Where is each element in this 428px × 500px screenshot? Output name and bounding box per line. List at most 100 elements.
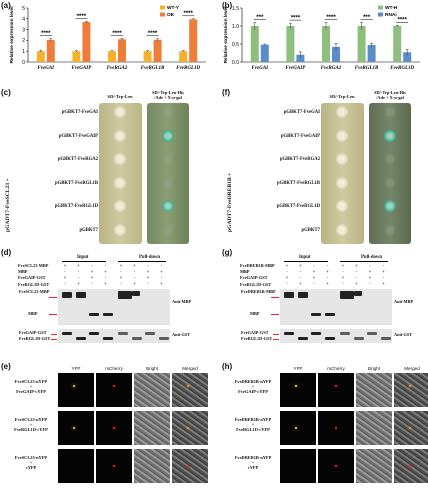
sign-mark: - bbox=[369, 281, 371, 287]
yfp-channel-image bbox=[280, 449, 316, 483]
yeast-colony bbox=[336, 153, 348, 165]
y2h-side-label-right: pGADT7-FveDREB1B + bbox=[227, 172, 233, 232]
bar bbox=[322, 26, 330, 62]
mcherry-signal bbox=[335, 427, 337, 429]
yfp-signal bbox=[295, 385, 297, 387]
bar bbox=[82, 22, 91, 62]
bifc-col-header: mCherry bbox=[327, 366, 345, 371]
bar bbox=[250, 26, 259, 62]
y2h-plate-sd4-f bbox=[369, 103, 411, 244]
yfp-signal bbox=[73, 427, 75, 429]
blot-band bbox=[131, 337, 142, 340]
mcherry-channel-image bbox=[318, 449, 354, 483]
sign-mark: + bbox=[285, 262, 289, 268]
panel-label-f: (f) bbox=[222, 88, 230, 97]
sign-mark: - bbox=[160, 274, 163, 280]
y-tick-label: 0.0 bbox=[232, 60, 239, 66]
mcherry-channel-image bbox=[318, 411, 354, 445]
x-tick-label: FveRGL1B bbox=[355, 66, 379, 71]
blot-band bbox=[297, 292, 308, 298]
merged-signal bbox=[409, 427, 411, 429]
western-blot-gst bbox=[58, 329, 170, 343]
legend-label: OE bbox=[167, 12, 175, 18]
yeast-colony-negative bbox=[162, 153, 174, 165]
mcherry-channel-image bbox=[318, 373, 354, 407]
sign-mark: - bbox=[286, 268, 288, 274]
yeast-colony bbox=[114, 106, 126, 118]
pulldown-row-label: FveDREB1B-MBP bbox=[240, 263, 275, 268]
pulldown-underline bbox=[118, 261, 166, 262]
y-axis-label: Relative expression level bbox=[223, 6, 229, 63]
sign-mark: + bbox=[77, 281, 80, 287]
sign-mark: - bbox=[147, 262, 149, 268]
bifc-col-header: Merged bbox=[182, 366, 198, 371]
sign-mark: - bbox=[382, 262, 385, 268]
y2h-col2-header-f: SD/-Trp-Leu-His /Ade + X-α-gal bbox=[374, 90, 406, 100]
y2h-plate-sd2-f bbox=[321, 103, 364, 244]
bar bbox=[367, 45, 376, 62]
band-label-mbp: MBP bbox=[250, 311, 260, 316]
blot-band bbox=[131, 291, 140, 296]
y2h-col2-header: SD/-Trp-Leu-His /Ade + X-α-gal bbox=[152, 90, 184, 100]
y-axis-label: Relative expression level bbox=[9, 6, 15, 63]
pulldown-underline bbox=[340, 261, 388, 262]
yeast-colony-negative bbox=[162, 223, 174, 236]
y2h-col1-header: SD/-Trp-Leu bbox=[107, 94, 133, 99]
bifc-row-label: FveDREB1B-nYFP + FveRGL1D-cYFP bbox=[234, 417, 272, 432]
pulldown-row-label: FveGAIP-GST bbox=[240, 275, 268, 281]
bifc-row-label: FveDREB1B-nYFP + cYFP bbox=[234, 455, 272, 470]
sign-mark: + bbox=[299, 262, 302, 268]
blot-band bbox=[353, 291, 362, 296]
mcherry-signal bbox=[113, 427, 115, 429]
yeast-colony-negative bbox=[384, 223, 396, 236]
blot-band bbox=[89, 332, 99, 335]
panel-label-c: (c) bbox=[1, 88, 11, 97]
x-tick-label: FveRGL1D bbox=[390, 66, 414, 71]
band-label-gst1: FveGAIP-GST bbox=[241, 330, 269, 335]
x-tick-label: FveGAIP bbox=[286, 66, 307, 71]
sign-mark: - bbox=[355, 274, 358, 280]
yeast-colony bbox=[336, 200, 348, 212]
yeast-colony-negative bbox=[384, 106, 396, 118]
y2h-row-label: pGBKT7-FveRGL1B bbox=[277, 180, 320, 186]
sign-mark: - bbox=[369, 262, 371, 268]
mcherry-signal bbox=[113, 465, 115, 467]
x-tick-label: FveRGL1D bbox=[176, 66, 200, 71]
sign-mark: + bbox=[160, 268, 163, 274]
panel-label-a: (a) bbox=[1, 1, 11, 10]
sign-mark: + bbox=[63, 262, 67, 268]
pulldown-row-label: FveRGL1D-GST bbox=[18, 281, 50, 287]
blot-band bbox=[75, 292, 86, 298]
bar bbox=[332, 46, 340, 62]
input-underline bbox=[62, 261, 106, 262]
yeast-colony-positive bbox=[384, 200, 396, 212]
bright-field-image bbox=[134, 373, 170, 407]
sign-mark: + bbox=[119, 274, 123, 280]
sign-mark: + bbox=[382, 281, 385, 287]
sign-mark: - bbox=[133, 268, 136, 274]
western-blot-gst bbox=[280, 329, 392, 343]
western-blot-mbp bbox=[58, 289, 170, 325]
bar bbox=[403, 52, 412, 62]
blot-band bbox=[62, 292, 72, 298]
bar bbox=[357, 26, 366, 62]
x-tick-label: FveRGA2 bbox=[321, 66, 342, 71]
y2h-row-label: pGBKT7-FveRGA2 bbox=[57, 157, 98, 162]
sign-mark: + bbox=[104, 281, 107, 287]
merged-signal bbox=[409, 465, 411, 467]
sign-mark: + bbox=[368, 268, 372, 274]
significance-label: **** bbox=[291, 16, 301, 22]
blot-band bbox=[145, 332, 155, 335]
blot-band bbox=[89, 313, 99, 316]
significance-label: **** bbox=[398, 18, 408, 24]
sign-mark: - bbox=[342, 281, 344, 287]
bar bbox=[36, 51, 45, 62]
bright-field-image bbox=[356, 373, 392, 407]
blot-band bbox=[75, 337, 86, 340]
sign-mark: + bbox=[312, 268, 316, 274]
band-arrow bbox=[271, 297, 279, 298]
y2h-row-label: pGBKT7-FveRGL1D bbox=[54, 204, 98, 209]
y-tick-label: 3 bbox=[22, 27, 25, 33]
sign-mark: - bbox=[326, 274, 329, 280]
y2h-row-label: pGBKT7-FveGAIP bbox=[58, 133, 98, 139]
